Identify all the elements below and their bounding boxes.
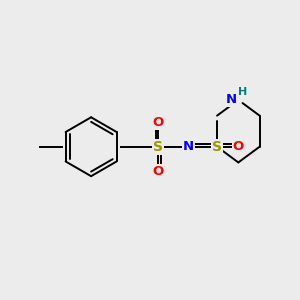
Text: O: O [153, 165, 164, 178]
Text: N: N [183, 140, 194, 153]
Text: S: S [212, 140, 222, 154]
Text: H: H [238, 87, 247, 97]
Text: O: O [153, 116, 164, 129]
Text: O: O [233, 140, 244, 153]
Text: N: N [226, 93, 237, 106]
Text: S: S [153, 140, 163, 154]
